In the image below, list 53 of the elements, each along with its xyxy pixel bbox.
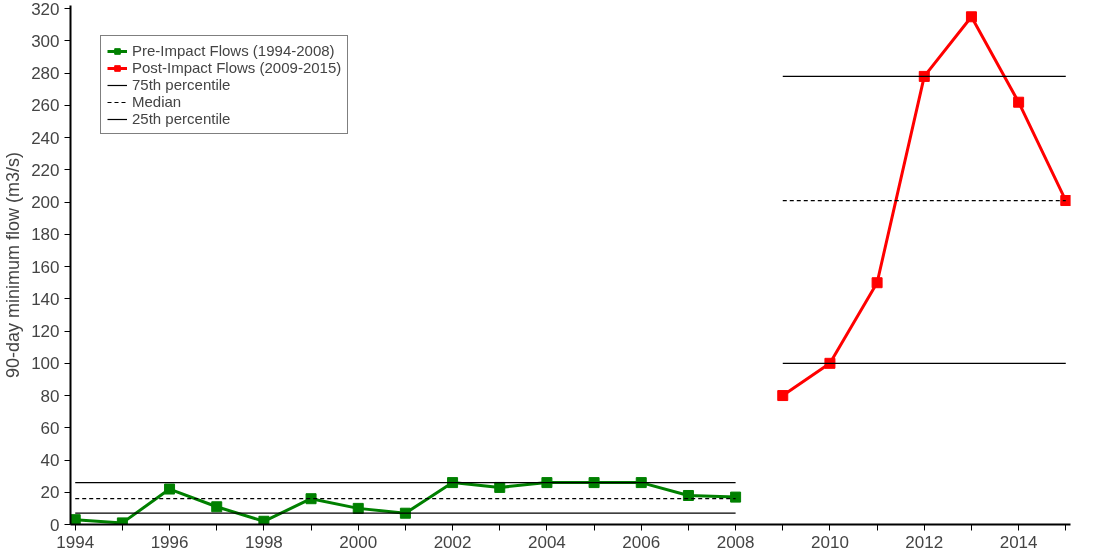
point	[871, 277, 883, 289]
legend-label: Post-Impact Flows (2009-2015)	[132, 59, 342, 76]
y-tick-label: 240	[31, 128, 60, 148]
y-tick-label: 280	[31, 64, 60, 84]
x-tick-label: 2002	[433, 532, 472, 552]
x-tick-label: 2004	[528, 532, 566, 552]
y-tick-label: 120	[31, 322, 60, 342]
x-tick-label: 2006	[622, 532, 661, 552]
y-tick-label: 300	[31, 31, 60, 51]
y-tick-label: 200	[31, 193, 60, 213]
y-axis-title: 90-day minimum flow (m3/s)	[3, 151, 24, 379]
y-tick-label: 220	[31, 160, 60, 180]
y-tick-label: 40	[40, 451, 60, 471]
x-tick-label: 2000	[339, 532, 378, 552]
x-tick-label: 1994	[56, 532, 95, 552]
point	[447, 477, 459, 489]
y-tick-label: 180	[31, 225, 60, 245]
legend-label: Median	[132, 93, 182, 110]
point	[494, 481, 506, 493]
y-tick-label: 60	[40, 418, 60, 438]
legend-label: Pre-Impact Flows (1994-2008)	[132, 42, 335, 59]
point	[305, 493, 317, 505]
y-tick-label: 0	[50, 515, 60, 535]
x-tick-label: 1996	[150, 532, 189, 552]
y-tick-label: 80	[40, 386, 60, 406]
legend-label: 75th percentile	[132, 76, 231, 93]
y-tick-label: 140	[31, 289, 60, 309]
y-tick-label: 20	[40, 483, 60, 503]
x-tick-label: 2014	[999, 532, 1038, 552]
point	[399, 507, 411, 519]
point	[211, 501, 223, 513]
x-tick-label: 1998	[244, 532, 283, 552]
point	[1013, 96, 1025, 108]
point	[777, 390, 789, 402]
point	[1060, 195, 1071, 207]
point	[635, 477, 647, 489]
point	[730, 491, 742, 503]
y-tick-label: 100	[31, 354, 60, 374]
point	[588, 477, 600, 489]
x-tick-label: 2010	[811, 532, 849, 552]
point	[824, 357, 836, 369]
y-tick-label: 320	[31, 0, 60, 19]
y-tick-label: 260	[31, 96, 60, 116]
point	[164, 483, 176, 495]
point	[352, 502, 364, 514]
point	[682, 489, 694, 501]
legend-label: 25th percentile	[132, 110, 231, 127]
point	[541, 477, 553, 489]
point	[918, 70, 930, 82]
y-tick-label: 160	[31, 257, 60, 277]
x-tick-label: 2008	[716, 532, 755, 552]
x-tick-label: 2012	[905, 532, 944, 552]
point	[965, 11, 977, 23]
